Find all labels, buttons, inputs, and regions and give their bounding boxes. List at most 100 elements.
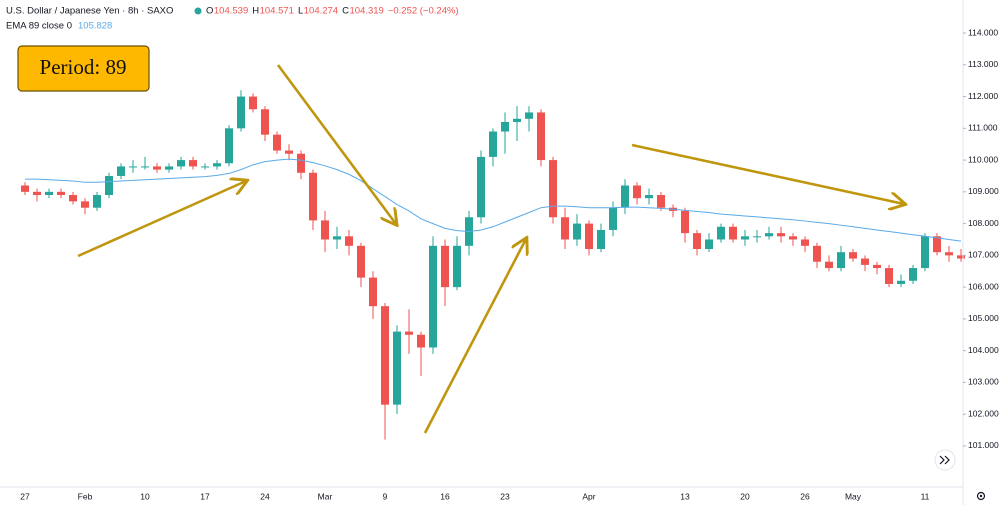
y-tick-label: 104.000 (968, 345, 999, 355)
candle-body (261, 109, 269, 135)
candle-body (753, 236, 761, 238)
quote-change: −0.252 (−0.24%) (388, 6, 459, 17)
quote-value: 104.319 (349, 6, 383, 17)
candle-body (381, 306, 389, 405)
plot-area (21, 90, 965, 440)
x-tick-label: 9 (383, 491, 388, 501)
settings-button[interactable] (976, 491, 986, 501)
candle-body (153, 166, 161, 170)
candle-body (477, 156, 485, 218)
y-tick-label: 103.000 (968, 377, 999, 387)
candle-body (813, 245, 821, 262)
x-tick-label: 24 (260, 491, 270, 501)
candle-body (489, 131, 497, 157)
candle-body (165, 166, 173, 170)
ema-line (25, 158, 962, 242)
candle-body (801, 239, 809, 246)
candle-body (309, 172, 317, 221)
arrow (276, 64, 396, 224)
quote-label: H (252, 6, 259, 17)
candle-body (273, 134, 281, 151)
candle-body (177, 160, 185, 167)
candle-body (453, 245, 461, 288)
candle-body (561, 217, 569, 240)
candle-body (741, 236, 749, 240)
candle-body (513, 118, 521, 122)
candle-body (873, 264, 881, 269)
candle-body (717, 226, 725, 240)
candle-body (441, 245, 449, 288)
quote-value: 104.539 (214, 6, 248, 17)
period-badge (17, 45, 150, 92)
indicator-value: 105.828 (78, 21, 112, 32)
x-tick-label: May (845, 491, 862, 501)
quote-value: 104.274 (304, 6, 338, 17)
status-dot (194, 7, 202, 15)
candle-body (861, 258, 869, 265)
y-tick-label: 114.000 (968, 27, 998, 37)
candle-body (681, 210, 689, 234)
candle-body (369, 277, 377, 307)
candle-body (609, 207, 617, 230)
candle-body (393, 331, 401, 405)
candle-body (765, 233, 773, 237)
candle-body (321, 220, 329, 240)
quote: O 104.539 H 104.571 L 104.274 C 104.319 −0.252 (… (206, 6, 459, 17)
arrow (631, 143, 904, 204)
candle-body (141, 166, 149, 168)
candle-body (57, 191, 65, 196)
candle-body (345, 236, 353, 246)
candle-body (21, 185, 29, 192)
candle-body (537, 112, 545, 161)
candle-body (81, 201, 89, 208)
x-tick-label: 23 (500, 491, 510, 501)
candle-body (597, 229, 605, 250)
candle-body (429, 245, 437, 348)
candle-body (129, 166, 137, 168)
candle-body (213, 163, 221, 167)
indicator-name: EMA 89 close 0 (6, 21, 72, 32)
y-tick-label: 112.000 (968, 91, 998, 101)
candle-body (105, 175, 113, 196)
candle-body (117, 166, 125, 176)
candle-body (225, 128, 233, 164)
candle-body (585, 223, 593, 250)
x-tick-label: Feb (78, 491, 93, 501)
x-tick-label: 10 (140, 491, 150, 501)
annotation-arrows (77, 64, 904, 434)
candle-body (729, 226, 737, 240)
candle-body (33, 191, 41, 196)
x-tick-label: Mar (318, 491, 333, 501)
candle-body (945, 252, 953, 256)
x-tick-label: 17 (200, 491, 210, 501)
arrow (423, 239, 526, 434)
arrow (77, 181, 246, 258)
candle-body (573, 223, 581, 240)
candle-body (525, 112, 533, 119)
candle-body (69, 195, 77, 202)
candle-body (93, 195, 101, 208)
candle-body (837, 252, 845, 269)
scroll-button[interactable] (934, 449, 956, 471)
candle-body (825, 261, 833, 269)
candle-body (549, 160, 557, 218)
quote-value: 104.571 (260, 6, 294, 17)
candle-body (885, 268, 893, 284)
x-tick-label: Apr (582, 491, 595, 501)
candle-body (897, 280, 905, 284)
candle-body (201, 166, 209, 168)
candle-body (417, 334, 425, 348)
y-tick-label: 102.000 (968, 408, 999, 418)
x-tick-label: 27 (20, 491, 30, 501)
y-tick-label: 101.000 (968, 440, 999, 450)
candle-body (189, 160, 197, 167)
y-tick-label: 113.000 (968, 59, 998, 69)
candle-body (249, 96, 257, 110)
quote-label: L (298, 6, 303, 17)
candle-body (657, 195, 665, 208)
x-tick-label: 26 (800, 491, 810, 501)
y-tick-label: 105.000 (968, 313, 999, 323)
candle-body (957, 255, 965, 259)
candle-body (633, 185, 641, 199)
period-label: Period: 89 (40, 55, 127, 79)
